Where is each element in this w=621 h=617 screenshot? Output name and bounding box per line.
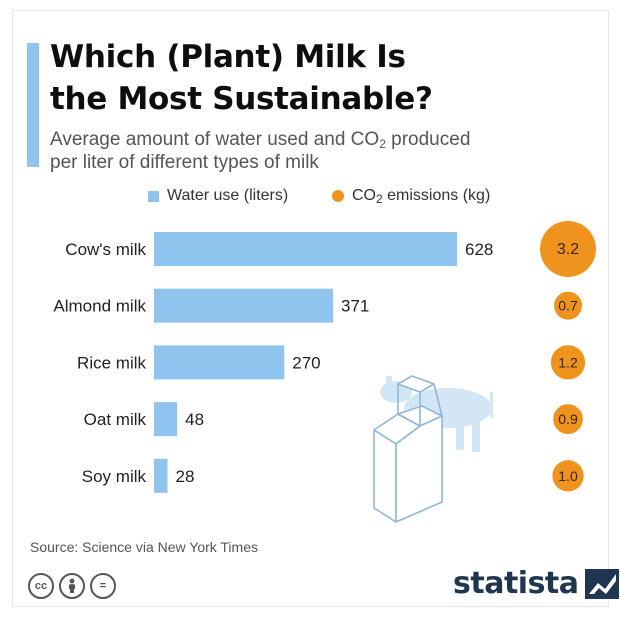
- person-icon: [69, 578, 75, 593]
- statista-logo[interactable]: statista: [453, 566, 619, 601]
- water-value-label: 371: [341, 297, 369, 316]
- legend-co2-subscript: 2: [376, 192, 383, 206]
- statista-mark-icon: [584, 568, 619, 599]
- water-value-label: 28: [176, 467, 195, 486]
- co2-bubble: [553, 404, 583, 434]
- cow-and-carton-illustration: [373, 375, 493, 523]
- title-line-2: the Most Sustainable?: [50, 81, 433, 117]
- legend-swatch-co2: [332, 190, 344, 202]
- water-bar: [154, 402, 178, 437]
- source-note: Source: Science via New York Times: [30, 539, 258, 555]
- no-derivatives-icon[interactable]: =: [90, 573, 116, 599]
- legend-label-water: Water use (liters): [167, 187, 289, 204]
- cc-icon[interactable]: cc: [28, 573, 54, 599]
- milk-carton-icon: [373, 375, 443, 523]
- legend-swatch-water: [148, 190, 159, 202]
- water-value-label: 270: [292, 353, 320, 372]
- water-bar: [154, 345, 285, 380]
- subtitle-line-2: per liter of different types of milk: [50, 152, 319, 173]
- title-line-1: Which (Plant) Milk Is: [50, 39, 406, 75]
- water-bar: [154, 232, 457, 266]
- category-label: Oat milk: [84, 410, 147, 429]
- legend-item-co2: CO2 emissions (kg): [332, 187, 490, 205]
- legend-co2-text-a: CO: [352, 187, 376, 204]
- co2-bubble: [550, 345, 586, 380]
- co2-bubble: [540, 221, 596, 277]
- license-icons: cc =: [28, 573, 116, 599]
- brand-wordmark: statista: [453, 566, 579, 601]
- subtitle-subscript: 2: [379, 137, 386, 151]
- subtitle-text-a: Average amount of water used and CO: [50, 129, 380, 150]
- category-label: Almond milk: [53, 297, 146, 316]
- category-label: Cow's milk: [65, 240, 146, 259]
- chart-subtitle: Average amount of water used and CO2 pro…: [50, 128, 590, 174]
- legend-label-co2: CO2 emissions (kg): [352, 187, 490, 205]
- subtitle-line-1: Average amount of water used and CO2 pro…: [50, 128, 590, 151]
- water-value-label: 48: [185, 410, 204, 429]
- water-value-label: 628: [465, 240, 493, 259]
- infographic-frame: [12, 10, 609, 607]
- chart-title: Which (Plant) Milk Is the Most Sustainab…: [50, 36, 590, 120]
- co2-value-label: 1.2: [558, 354, 578, 370]
- water-bar: [154, 458, 168, 493]
- legend-co2-text-b: emissions (kg): [382, 187, 491, 204]
- co2-value-label: 0.7: [558, 298, 578, 314]
- category-label: Soy milk: [82, 467, 147, 486]
- co2-value-label: 1.0: [558, 468, 578, 484]
- title-accent-bar: [27, 43, 39, 167]
- water-bar: [154, 288, 334, 323]
- co2-bubble: [552, 460, 584, 492]
- co2-value-label: 3.2: [557, 241, 579, 258]
- attribution-icon[interactable]: [59, 573, 85, 599]
- subtitle-text-b: produced: [385, 129, 471, 150]
- co2-value-label: 0.9: [558, 411, 578, 427]
- legend-item-water: Water use (liters): [148, 187, 288, 205]
- co2-bubble: [554, 291, 582, 320]
- category-label: Rice milk: [77, 353, 146, 372]
